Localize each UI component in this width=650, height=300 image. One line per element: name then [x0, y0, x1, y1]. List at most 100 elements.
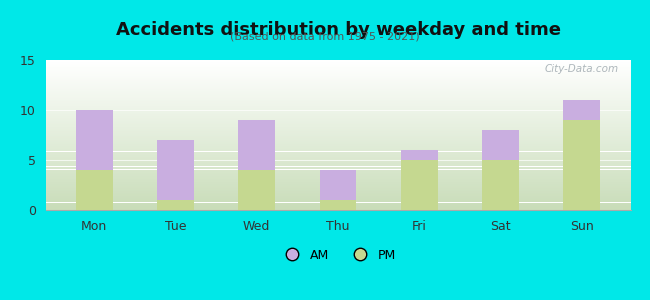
- Bar: [46, 176, 630, 177]
- Bar: [46, 96, 630, 97]
- Bar: [46, 133, 630, 134]
- Bar: [46, 121, 630, 122]
- Bar: [46, 148, 630, 149]
- Bar: [46, 75, 630, 76]
- Bar: [46, 154, 630, 155]
- Bar: [46, 90, 630, 91]
- Bar: [46, 160, 630, 161]
- Bar: [46, 164, 630, 165]
- Bar: [46, 111, 630, 112]
- Bar: [239, 170, 275, 210]
- Bar: [46, 71, 630, 72]
- Bar: [46, 182, 630, 183]
- Bar: [46, 170, 630, 171]
- Bar: [46, 112, 630, 113]
- Bar: [46, 113, 630, 114]
- Bar: [46, 178, 630, 179]
- Bar: [46, 209, 630, 210]
- Bar: [46, 198, 630, 199]
- Bar: [46, 120, 630, 121]
- Bar: [46, 160, 630, 161]
- Bar: [46, 140, 630, 141]
- Bar: [46, 88, 630, 89]
- Bar: [46, 174, 630, 175]
- Bar: [46, 91, 630, 92]
- Text: (Based on data from 1975 - 2021): (Based on data from 1975 - 2021): [230, 32, 420, 41]
- Bar: [46, 144, 630, 145]
- Bar: [46, 153, 630, 154]
- Bar: [46, 192, 630, 193]
- Bar: [46, 195, 630, 196]
- Bar: [46, 82, 630, 83]
- Bar: [46, 105, 630, 106]
- Bar: [46, 128, 630, 129]
- Bar: [46, 155, 630, 156]
- Bar: [46, 110, 630, 111]
- Bar: [46, 80, 630, 81]
- Bar: [46, 172, 630, 173]
- Bar: [46, 135, 630, 136]
- Title: Accidents distribution by weekday and time: Accidents distribution by weekday and ti…: [116, 21, 560, 39]
- Bar: [46, 67, 630, 68]
- Bar: [46, 185, 630, 186]
- Bar: [46, 205, 630, 206]
- Bar: [46, 78, 630, 79]
- Bar: [46, 188, 630, 189]
- Bar: [46, 187, 630, 188]
- Bar: [46, 104, 630, 105]
- Bar: [46, 168, 630, 169]
- Bar: [46, 114, 630, 115]
- Bar: [46, 61, 630, 62]
- Legend: AM, PM: AM, PM: [275, 244, 401, 267]
- Bar: [46, 165, 630, 166]
- Bar: [46, 184, 630, 185]
- Bar: [46, 116, 630, 117]
- Bar: [46, 94, 630, 95]
- Bar: [46, 102, 630, 103]
- Bar: [46, 169, 630, 170]
- Bar: [76, 170, 112, 210]
- Bar: [482, 160, 519, 210]
- Bar: [46, 87, 630, 88]
- Bar: [46, 193, 630, 194]
- Bar: [46, 138, 630, 139]
- Bar: [46, 167, 630, 168]
- Bar: [46, 89, 630, 90]
- Bar: [46, 204, 630, 205]
- Bar: [46, 159, 630, 160]
- Bar: [46, 101, 630, 102]
- Bar: [46, 169, 630, 170]
- Bar: [46, 100, 630, 101]
- Bar: [482, 130, 519, 160]
- Bar: [46, 69, 630, 70]
- Bar: [46, 99, 630, 100]
- Bar: [46, 130, 630, 131]
- Bar: [46, 208, 630, 209]
- Bar: [46, 92, 630, 93]
- Bar: [46, 65, 630, 66]
- Bar: [46, 150, 630, 151]
- Bar: [46, 74, 630, 75]
- Bar: [46, 152, 630, 153]
- Bar: [564, 100, 600, 120]
- Bar: [46, 107, 630, 108]
- Bar: [46, 123, 630, 124]
- Bar: [46, 124, 630, 125]
- Bar: [46, 207, 630, 208]
- Bar: [46, 177, 630, 178]
- Bar: [46, 125, 630, 126]
- Bar: [46, 181, 630, 182]
- Bar: [46, 68, 630, 69]
- Bar: [46, 200, 630, 201]
- Bar: [46, 197, 630, 198]
- Bar: [46, 86, 630, 87]
- Bar: [239, 120, 275, 170]
- Bar: [46, 171, 630, 172]
- Bar: [46, 156, 630, 157]
- Bar: [46, 108, 630, 109]
- Bar: [157, 140, 194, 200]
- Bar: [46, 147, 630, 148]
- Bar: [320, 170, 356, 200]
- Bar: [46, 194, 630, 195]
- Bar: [46, 191, 630, 192]
